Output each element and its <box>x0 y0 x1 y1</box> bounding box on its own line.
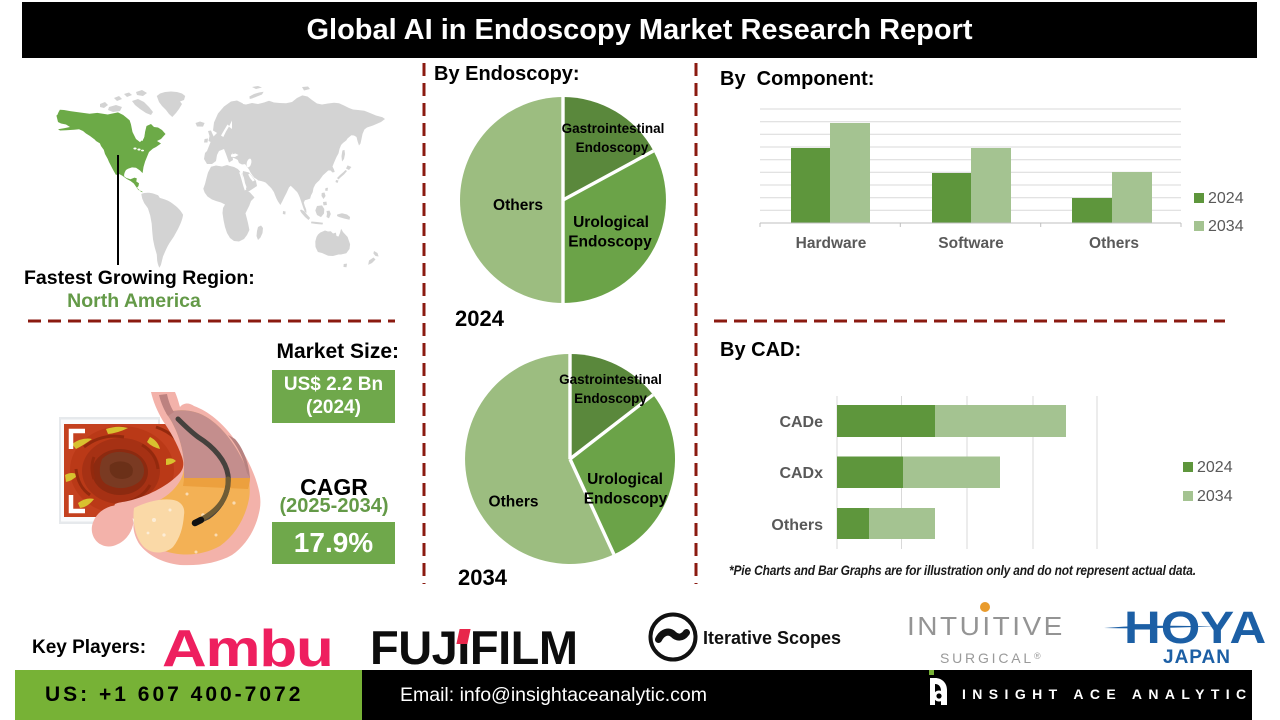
svg-text:2024: 2024 <box>1208 190 1244 207</box>
svg-text:2034: 2034 <box>1197 488 1233 505</box>
svg-text:CADe: CADe <box>779 414 823 431</box>
svg-text:Gastrointestinal: Gastrointestinal <box>562 121 665 136</box>
svg-text:Endoscopy: Endoscopy <box>584 491 668 508</box>
svg-text:Iterative Scopes: Iterative Scopes <box>703 628 841 648</box>
svg-text:Others: Others <box>493 197 543 214</box>
svg-text:Others: Others <box>489 494 539 511</box>
svg-text:Others: Others <box>1089 235 1139 252</box>
svg-text:Software: Software <box>938 235 1004 252</box>
svg-text:Endoscopy: Endoscopy <box>568 234 652 251</box>
svg-text:2024: 2024 <box>1197 459 1233 476</box>
svg-text:2034: 2034 <box>1208 218 1244 235</box>
svg-text:Endoscopy: Endoscopy <box>574 391 647 406</box>
svg-text:Urological: Urological <box>587 471 663 488</box>
svg-text:Hardware: Hardware <box>796 235 867 252</box>
svg-text:Urological: Urological <box>573 214 649 231</box>
svg-text:Others: Others <box>771 517 823 534</box>
svg-text:Endoscopy: Endoscopy <box>576 140 649 155</box>
svg-text:CADx: CADx <box>779 465 823 482</box>
svg-text:Gastrointestinal: Gastrointestinal <box>559 372 662 387</box>
